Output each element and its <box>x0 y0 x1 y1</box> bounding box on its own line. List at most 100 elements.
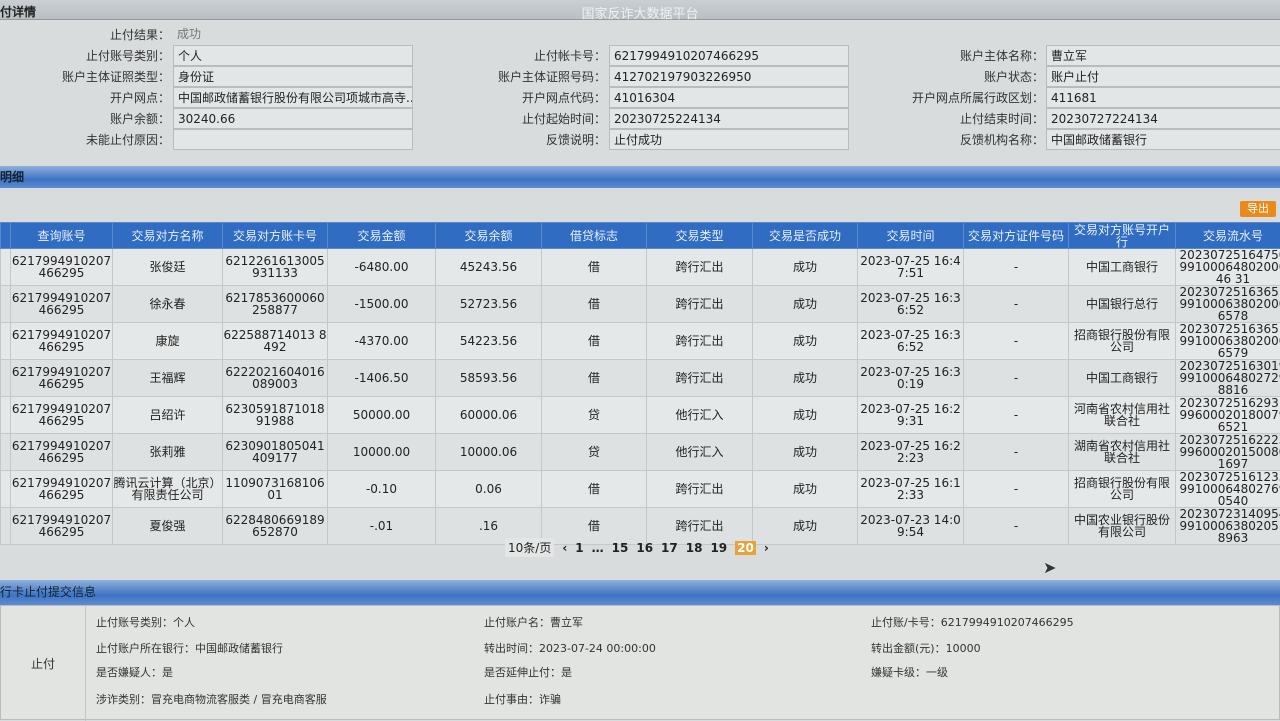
page-button[interactable]: 15 <box>612 541 629 555</box>
submit-info-item: 止付账号类别：个人 <box>96 614 195 630</box>
table-cell <box>1 360 11 397</box>
submit-info-item: 止付账户所在银行：中国邮政储蓄银行 <box>96 640 283 656</box>
table-cell: 2023-07-25 16:30:19 <box>858 360 964 397</box>
table-cell: 2023-07-25 16:36:52 <box>858 286 964 323</box>
table-cell: 成功 <box>753 286 858 323</box>
column-header[interactable]: 交易对方名称 <box>113 223 223 249</box>
table-cell: 成功 <box>753 434 858 471</box>
detail-value: 412702197903226950 <box>609 66 849 87</box>
table-cell: 623059187101891988 <box>223 397 328 434</box>
detail-value: 成功 <box>173 24 413 45</box>
table-cell: 2023-07-25 16:47:51 <box>858 249 964 286</box>
section-title: 明细 <box>0 170 24 184</box>
column-header[interactable]: 交易对方账卡号 <box>223 223 328 249</box>
table-cell: 借 <box>542 323 647 360</box>
table-cell: - <box>964 360 1069 397</box>
table-cell: 6217994910207466295 <box>11 323 113 360</box>
table-cell: 110907316810601 <box>223 471 328 508</box>
next-page-button[interactable]: › <box>764 541 769 555</box>
table-cell: -4370.00 <box>328 323 436 360</box>
detail-row: 开户网点：中国邮政储蓄银行股份有限公司项城市高寺...开户网点代码：410163… <box>0 87 1280 108</box>
table-cell: 借 <box>542 249 647 286</box>
detail-value: 身份证 <box>173 66 413 87</box>
detail-label: 止付结果： <box>0 26 170 43</box>
table-cell: 6222021604016089003 <box>223 360 328 397</box>
column-header[interactable]: 交易是否成功 <box>753 223 858 249</box>
column-header[interactable]: 查询账号 <box>11 223 113 249</box>
table-cell: -.01 <box>328 508 436 545</box>
table-cell: 河南省农村信用社联合社 <box>1069 397 1176 434</box>
page-button[interactable]: 19 <box>710 541 727 555</box>
detail-label: 止付结束时间： <box>850 110 1044 127</box>
column-header[interactable]: 交易流水号 <box>1176 223 1280 249</box>
page-size-select[interactable]: 10条/页 <box>505 538 554 557</box>
table-cell: 中国工商银行 <box>1069 249 1176 286</box>
table-cell: 2023072516365199100063802000 6579 <box>1176 323 1280 360</box>
table-cell: 2023-07-25 16:36:52 <box>858 323 964 360</box>
table-cell <box>1 397 11 434</box>
table-cell <box>1 471 11 508</box>
table-cell: 王福辉 <box>113 360 223 397</box>
export-button[interactable]: 导出 <box>1240 201 1276 217</box>
table-cell <box>1 286 11 323</box>
detail-value: 6217994910207466295 <box>609 45 849 66</box>
page-button[interactable]: 18 <box>686 541 703 555</box>
table-cell: - <box>964 434 1069 471</box>
page-button[interactable]: 1 <box>575 541 583 555</box>
table-cell: 跨行汇出 <box>647 471 753 508</box>
detail-label: 账户主体证照号码： <box>420 68 606 85</box>
page-button[interactable]: 16 <box>636 541 653 555</box>
table-cell: 招商银行股份有限公司 <box>1069 471 1176 508</box>
table-cell: 2023072516365199100063802000 6578 <box>1176 286 1280 323</box>
detail-label: 开户网点代码： <box>420 89 606 106</box>
table-cell: - <box>964 508 1069 545</box>
detail-value: 中国邮政储蓄银行股份有限公司项城市高寺... <box>173 87 413 108</box>
table-cell: 52723.56 <box>436 286 542 323</box>
column-header[interactable]: 交易时间 <box>858 223 964 249</box>
table-cell: 6230901805041409177 <box>223 434 328 471</box>
table-cell: 康旋 <box>113 323 223 360</box>
detail-value <box>173 129 413 150</box>
table-cell: 202307251647509910006480200046 31 <box>1176 249 1280 286</box>
page-button[interactable]: 17 <box>661 541 678 555</box>
page-button[interactable]: 20 <box>735 541 756 555</box>
column-header[interactable]: 交易对方证件号码 <box>964 223 1069 249</box>
prev-page-button[interactable]: ‹ <box>562 541 567 555</box>
column-header[interactable]: 交易金额 <box>328 223 436 249</box>
table-cell: 45243.56 <box>436 249 542 286</box>
detail-value: 止付成功 <box>609 129 849 150</box>
column-header[interactable]: 交易余额 <box>436 223 542 249</box>
table-cell: 622588714013 8492 <box>223 323 328 360</box>
table-cell: 跨行汇出 <box>647 286 753 323</box>
submit-info-item: 止付账/卡号：6217994910207466295 <box>871 614 1074 630</box>
table-cell: 6212261613005931133 <box>223 249 328 286</box>
submit-type-label: 止付 <box>1 606 86 721</box>
detail-label: 未能止付原因： <box>0 131 170 148</box>
column-header[interactable]: 交易对方账号开户行 <box>1069 223 1176 249</box>
table-cell: 中国工商银行 <box>1069 360 1176 397</box>
table-cell: 6217994910207466295 <box>11 286 113 323</box>
detail-label: 反馈说明： <box>420 131 606 148</box>
table-cell: 58593.56 <box>436 360 542 397</box>
column-header[interactable] <box>1 223 11 249</box>
table-cell: 跨行汇出 <box>647 323 753 360</box>
column-header[interactable]: 借贷标志 <box>542 223 647 249</box>
table-cell: 中国农业银行股份有限公司 <box>1069 508 1176 545</box>
detail-value: 中国邮政储蓄银行 <box>1046 129 1280 150</box>
detail-label: 开户网点： <box>0 89 170 106</box>
detail-value: 411681 <box>1046 87 1280 108</box>
table-cell: 6217994910207466295 <box>11 508 113 545</box>
column-header[interactable]: 交易类型 <box>647 223 753 249</box>
submit-info-panel: 止付 止付账号类别：个人止付账户名：曹立军止付账/卡号：621799491020… <box>0 605 1280 720</box>
table-cell: 6217853600060258877 <box>223 286 328 323</box>
table-cell: 借 <box>542 360 647 397</box>
page-button[interactable]: … <box>592 541 604 555</box>
table-cell: -1500.00 <box>328 286 436 323</box>
